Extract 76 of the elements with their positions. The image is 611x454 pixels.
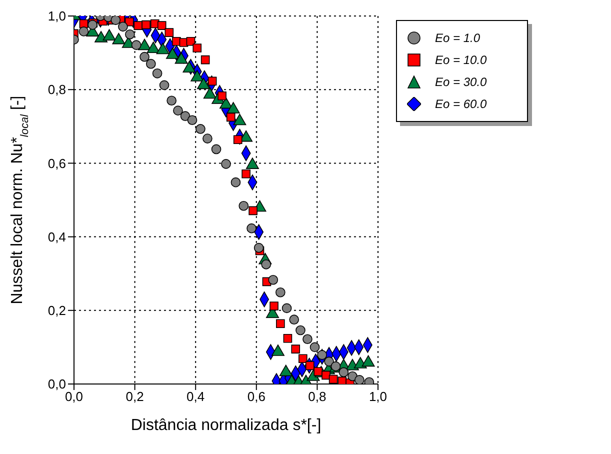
point [296,325,306,336]
x-axis-title: Distância normalizada s*[-] [130,417,322,434]
legend-label: Eo = 10.0 [435,53,487,67]
point [134,21,143,30]
legend-label: Eo = 1.0 [435,31,480,45]
point [208,76,217,86]
point [324,356,334,366]
x-tick-label: 0,0 [64,389,84,404]
y-tick-label: 0,0 [48,376,66,392]
point [180,111,190,121]
point [211,144,222,154]
point [226,112,236,122]
point [166,96,176,106]
x-tick-label: 0,2 [126,389,144,404]
point [131,40,142,50]
point [276,319,285,328]
point [159,80,170,90]
point [238,200,249,211]
y-tick-label: 0,8 [48,82,66,98]
point [78,26,89,36]
point [246,223,256,234]
y-tick-label: 0,4 [48,229,66,244]
point [233,135,242,144]
point [140,52,150,62]
x-tick-label: 0,4 [186,389,205,404]
point [291,344,300,354]
point [118,22,128,32]
point [152,68,162,78]
point [202,134,212,144]
point [146,58,156,69]
point [317,350,327,360]
point [348,371,358,382]
point [242,169,250,178]
point [282,303,292,314]
point [157,21,166,30]
point [338,367,349,378]
point [270,302,278,310]
point [310,342,320,352]
point [306,361,314,370]
x-tick-label: 1,0 [368,389,388,404]
point [289,314,300,325]
point [298,354,308,364]
point [268,274,278,285]
point [230,177,241,188]
y-tick-label: 0,6 [48,156,66,171]
point [328,374,338,384]
point [186,36,196,46]
point [196,124,206,134]
point [322,370,330,380]
point [164,28,174,37]
y-tick-label: 0,2 [48,303,66,318]
point [338,376,347,384]
point [192,44,202,52]
point [172,36,181,46]
point [218,91,226,100]
point [354,375,364,384]
point [187,115,198,126]
point [254,242,264,253]
point [142,20,150,30]
point [261,259,272,270]
point [283,334,292,343]
point [248,206,258,216]
point [88,20,98,30]
point [276,287,286,298]
point [314,367,323,376]
point [200,55,210,64]
legend-label: Eo = 30.0 [435,75,487,89]
point [302,334,312,344]
point [173,106,183,116]
point [221,159,231,169]
point [110,16,121,25]
legend-label: Eo = 60.0 [435,97,487,111]
x-tick-label: 0,8 [308,389,326,404]
point [125,29,135,40]
x-tick-label: 0,6 [247,389,266,404]
y-tick-label: 1,0 [48,8,66,24]
